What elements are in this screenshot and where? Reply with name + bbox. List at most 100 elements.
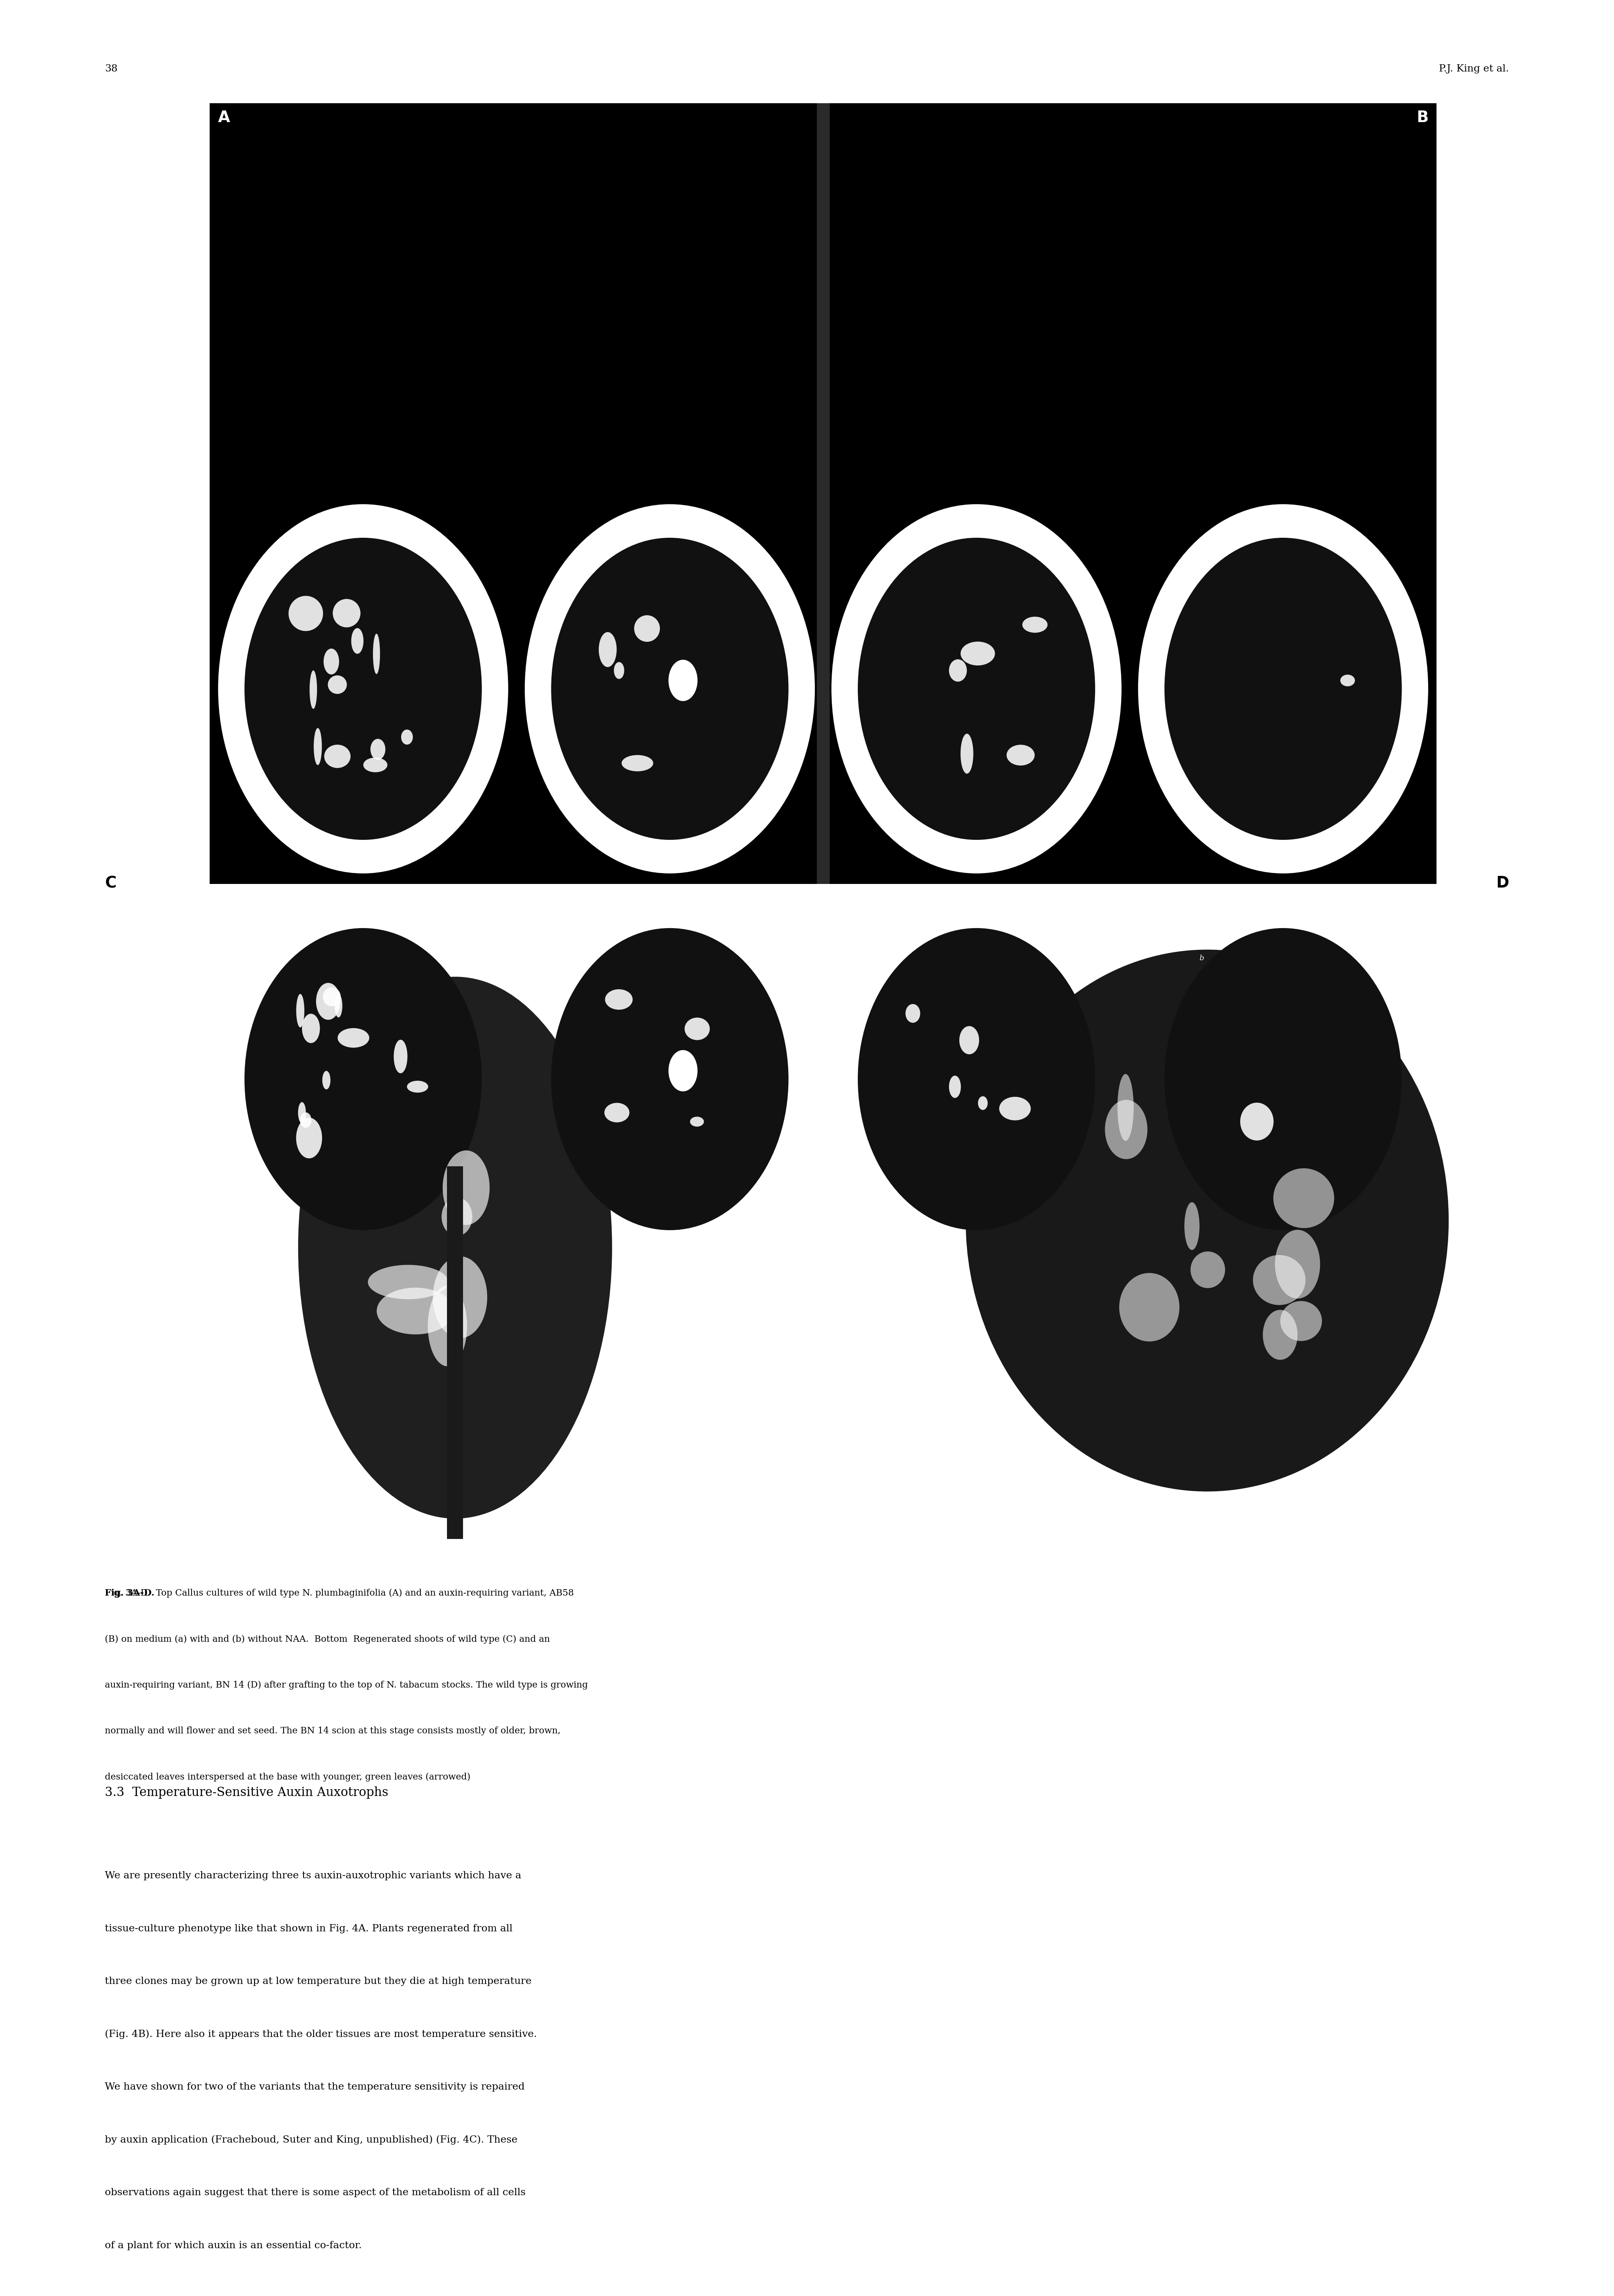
Text: B: B	[1417, 110, 1428, 126]
Ellipse shape	[368, 1265, 449, 1300]
Ellipse shape	[442, 1150, 489, 1226]
Ellipse shape	[605, 990, 633, 1010]
Ellipse shape	[999, 1097, 1031, 1120]
Ellipse shape	[857, 537, 1096, 840]
Ellipse shape	[550, 537, 789, 840]
Text: C: C	[105, 875, 116, 891]
Text: P.J. King et al.: P.J. King et al.	[1440, 64, 1509, 73]
Ellipse shape	[300, 1111, 312, 1127]
Text: We are presently characterizing three ts auxin-auxotrophic variants which have a: We are presently characterizing three ts…	[105, 1871, 521, 1880]
Text: a: a	[893, 955, 897, 962]
Bar	[210, 103, 1436, 884]
Ellipse shape	[965, 951, 1449, 1492]
Ellipse shape	[525, 505, 815, 872]
Ellipse shape	[604, 1102, 629, 1123]
Ellipse shape	[1119, 1272, 1180, 1341]
Text: of a plant for which auxin is an essential co-factor.: of a plant for which auxin is an essenti…	[105, 2241, 362, 2250]
Ellipse shape	[402, 730, 413, 744]
Text: b: b	[586, 565, 591, 572]
Ellipse shape	[1340, 675, 1354, 687]
Text: tissue-culture phenotype like that shown in Fig. 4A. Plants regenerated from all: tissue-culture phenotype like that shown…	[105, 1924, 513, 1933]
Ellipse shape	[831, 505, 1122, 872]
Text: (Fig. 4B). Here also it appears that the older tissues are most temperature sens: (Fig. 4B). Here also it appears that the…	[105, 2030, 537, 2039]
Text: desiccated leaves interspersed at the base with younger, green leaves (arrowed): desiccated leaves interspersed at the ba…	[105, 1773, 471, 1782]
Ellipse shape	[1117, 1075, 1133, 1141]
Ellipse shape	[1007, 744, 1035, 765]
Text: observations again suggest that there is some aspect of the metabolism of all ce: observations again suggest that there is…	[105, 2188, 526, 2197]
Ellipse shape	[299, 1102, 307, 1123]
Ellipse shape	[525, 895, 815, 1263]
Text: D: D	[1496, 875, 1509, 891]
Ellipse shape	[244, 537, 483, 840]
Ellipse shape	[218, 505, 508, 872]
Ellipse shape	[1022, 618, 1047, 634]
Ellipse shape	[684, 1017, 710, 1040]
Ellipse shape	[363, 758, 387, 771]
Ellipse shape	[337, 1029, 370, 1047]
Ellipse shape	[1185, 1203, 1199, 1249]
Ellipse shape	[323, 987, 341, 1006]
Ellipse shape	[289, 597, 323, 631]
Ellipse shape	[313, 728, 321, 765]
Text: We have shown for two of the variants that the temperature sensitivity is repair: We have shown for two of the variants th…	[105, 2082, 525, 2092]
Ellipse shape	[634, 615, 660, 643]
Ellipse shape	[297, 994, 305, 1026]
Ellipse shape	[1191, 1251, 1225, 1288]
Ellipse shape	[1262, 1309, 1298, 1359]
Ellipse shape	[1138, 895, 1428, 1263]
Ellipse shape	[599, 631, 617, 668]
Ellipse shape	[960, 735, 973, 774]
Bar	[447, 1166, 463, 1538]
Ellipse shape	[1106, 1100, 1148, 1159]
Text: (B) on medium (a) with and (b) without NAA.  Bottom  Regenerated shoots of wild : (B) on medium (a) with and (b) without N…	[105, 1635, 550, 1644]
Text: 38: 38	[105, 64, 118, 73]
Text: by auxin application (Fracheboud, Suter and King, unpublished) (Fig. 4C). These: by auxin application (Fracheboud, Suter …	[105, 2135, 518, 2144]
Ellipse shape	[352, 629, 363, 654]
Text: A: A	[218, 110, 229, 126]
Ellipse shape	[442, 1199, 473, 1235]
Text: a: a	[279, 565, 284, 572]
Ellipse shape	[621, 755, 654, 771]
Bar	[817, 103, 830, 884]
Ellipse shape	[433, 1256, 487, 1339]
Ellipse shape	[316, 983, 341, 1019]
Ellipse shape	[218, 895, 508, 1263]
Text: b: b	[586, 955, 591, 962]
Ellipse shape	[299, 976, 612, 1518]
Text: Fig. 3A-D.: Fig. 3A-D.	[105, 1589, 155, 1598]
Ellipse shape	[428, 1286, 466, 1366]
Ellipse shape	[949, 659, 967, 682]
Ellipse shape	[857, 928, 1096, 1231]
Ellipse shape	[373, 634, 379, 675]
Ellipse shape	[1280, 1302, 1322, 1341]
Text: a: a	[893, 565, 897, 572]
Ellipse shape	[1275, 1231, 1320, 1300]
Ellipse shape	[831, 895, 1122, 1263]
Ellipse shape	[371, 739, 386, 760]
Text: auxin-requiring variant, BN 14 (D) after grafting to the top of N. tabacum stock: auxin-requiring variant, BN 14 (D) after…	[105, 1681, 587, 1690]
Ellipse shape	[668, 1049, 697, 1091]
Ellipse shape	[244, 928, 483, 1231]
Text: b: b	[1199, 955, 1204, 962]
Ellipse shape	[334, 994, 342, 1017]
Ellipse shape	[310, 670, 316, 709]
Text: three clones may be grown up at low temperature but they die at high temperature: three clones may be grown up at low temp…	[105, 1977, 531, 1986]
Ellipse shape	[332, 599, 360, 627]
Text: b: b	[1199, 565, 1204, 572]
Ellipse shape	[295, 1118, 323, 1159]
Ellipse shape	[1273, 1169, 1335, 1228]
Ellipse shape	[376, 1288, 454, 1334]
Ellipse shape	[394, 1040, 407, 1072]
Text: normally and will flower and set seed. The BN 14 scion at this stage consists mo: normally and will flower and set seed. T…	[105, 1727, 560, 1736]
Ellipse shape	[323, 647, 339, 675]
Ellipse shape	[1240, 1102, 1273, 1141]
Ellipse shape	[691, 1116, 704, 1127]
Ellipse shape	[407, 1081, 428, 1093]
Ellipse shape	[1138, 505, 1428, 872]
Ellipse shape	[905, 1003, 920, 1022]
Text: a: a	[279, 955, 284, 962]
Ellipse shape	[978, 1095, 988, 1109]
Ellipse shape	[328, 675, 347, 693]
Ellipse shape	[302, 1015, 320, 1042]
Ellipse shape	[1252, 1256, 1306, 1304]
